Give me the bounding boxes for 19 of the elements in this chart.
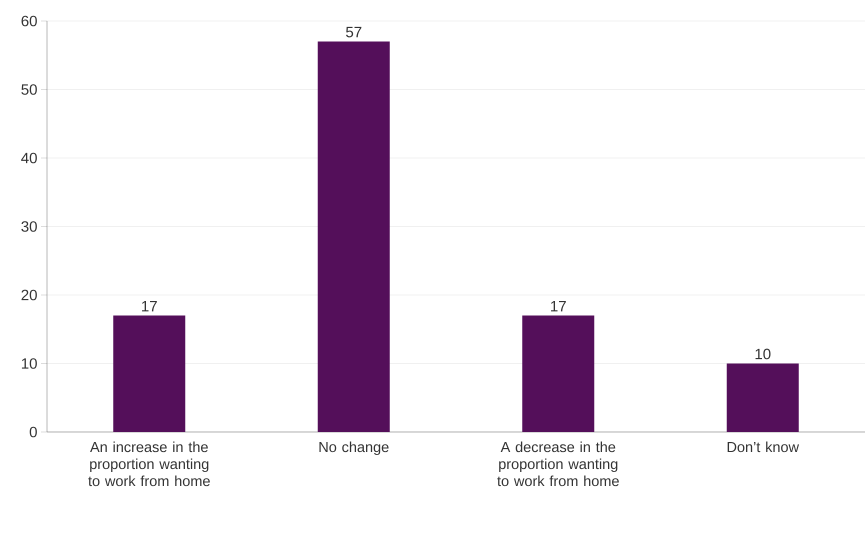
bar [113,316,186,432]
y-tick-label: 40 [21,152,37,164]
data-label: 17 [142,301,157,312]
y-tick-label: 60 [22,16,37,26]
x-tick-label: Don’t know [728,442,800,452]
x-tick-label: An increase in the proportion wanting to work from home [88,442,210,486]
data-label: 10 [756,348,771,360]
x-tick-label: A decrease in the proportion wanting to work from home [497,442,619,486]
data-label: 17 [551,301,566,312]
y-tick-label: 0 [30,426,37,438]
y-tick-label: 20 [22,290,37,300]
bar [726,364,799,432]
y-tick-label: 50 [21,84,37,95]
x-tick-label: No change [319,442,389,456]
y-tick-label: 30 [21,221,37,232]
y-tick-label: 10 [22,358,37,369]
bar [522,316,594,432]
data-label: 57 [346,26,362,38]
bar [318,42,390,432]
